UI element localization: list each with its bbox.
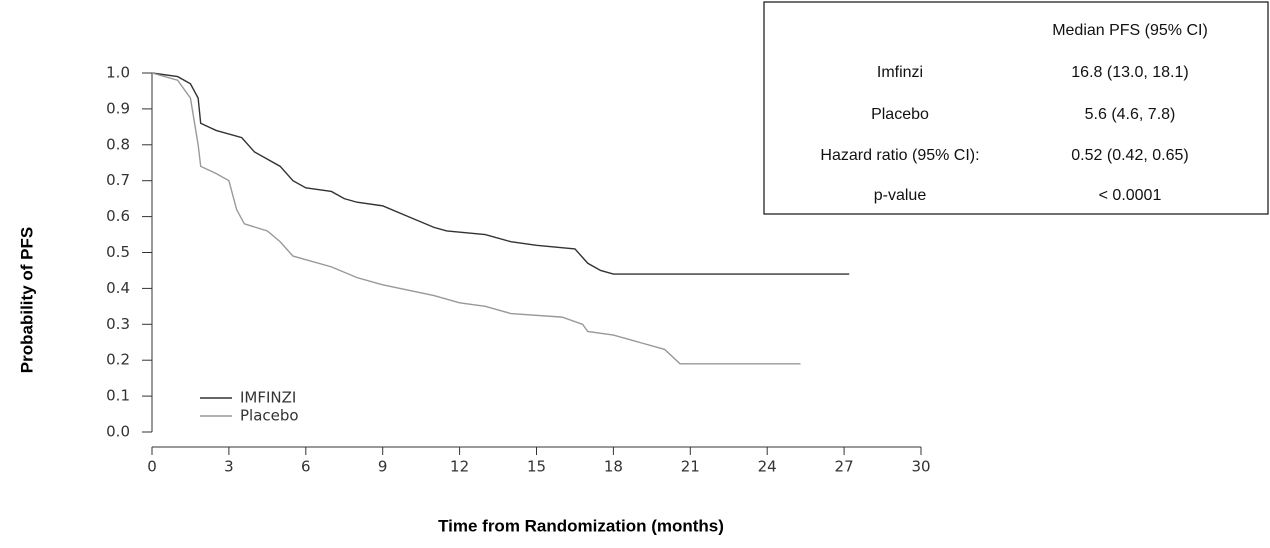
x-tick-label: 24 [758, 458, 777, 476]
y-tick-label: 0.1 [106, 387, 130, 405]
x-tick-label: 21 [681, 458, 700, 476]
y-tick-label: 0.6 [106, 207, 130, 225]
x-tick-label: 12 [450, 458, 469, 476]
table-cell: 5.6 (4.6, 7.8) [1085, 106, 1176, 123]
survival-curve [151, 72, 850, 275]
y-tick-label: 0.0 [106, 423, 130, 441]
y-tick-label: 0.2 [106, 351, 130, 369]
x-axis-title: Time from Randomization (months) [438, 516, 724, 535]
x-tick-label: 0 [147, 458, 157, 476]
table-cell: Placebo [871, 106, 929, 123]
table-cell: Hazard ratio (95% CI): [820, 147, 979, 164]
x-tick-label: 3 [224, 458, 234, 476]
x-tick-label: 6 [301, 458, 311, 476]
summary-table [763, 1, 1269, 215]
x-tick-label: 30 [911, 458, 930, 476]
table-cell: < 0.0001 [1099, 187, 1162, 204]
survival-curve [151, 72, 801, 365]
y-tick-label: 0.8 [106, 135, 130, 153]
table-cell: 0.52 (0.42, 0.65) [1071, 147, 1188, 164]
legend-label: Placebo [240, 407, 299, 425]
table-cell: Imfinzi [877, 64, 923, 81]
y-tick-label: 0.7 [106, 171, 130, 189]
table-cell: 16.8 (13.0, 18.1) [1071, 64, 1188, 81]
y-axis-title: Probability of PFS [17, 227, 36, 373]
x-tick-label: 27 [835, 458, 854, 476]
table-cell: Median PFS (95% CI) [1052, 22, 1208, 39]
y-tick-label: 1.0 [106, 64, 130, 82]
legend-label: IMFINZI [240, 389, 296, 407]
y-tick-label: 0.9 [106, 99, 130, 117]
y-tick-label: 0.4 [106, 279, 130, 297]
x-tick-label: 15 [527, 458, 546, 476]
y-tick-label: 0.5 [106, 243, 130, 261]
table-cell: p-value [874, 187, 927, 204]
y-tick-label: 0.3 [106, 315, 130, 333]
x-tick-label: 9 [378, 458, 388, 476]
x-tick-label: 18 [604, 458, 623, 476]
